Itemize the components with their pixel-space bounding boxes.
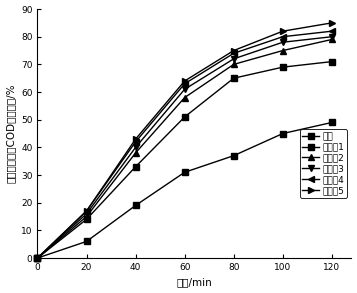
实施例1 — [182, 115, 187, 119]
实施例5 — [281, 29, 285, 33]
二维 — [232, 154, 236, 157]
实施例2 — [281, 49, 285, 52]
实施例1 — [330, 60, 334, 63]
二维 — [134, 204, 138, 207]
实施例3 — [134, 146, 138, 149]
实施例5 — [35, 256, 40, 260]
实施例2 — [182, 96, 187, 99]
二维 — [35, 256, 40, 260]
Line: 实施例3: 实施例3 — [35, 34, 335, 261]
实施例3 — [330, 35, 334, 38]
实施例1 — [84, 217, 89, 221]
实施例5 — [232, 49, 236, 52]
实施例4 — [182, 82, 187, 86]
实施例3 — [84, 212, 89, 216]
Legend: 二维, 实施例1, 实施例2, 实施例3, 实施例4, 实施例5: 二维, 实施例1, 实施例2, 实施例3, 实施例4, 实施例5 — [300, 129, 347, 198]
二维 — [330, 121, 334, 124]
实施例3 — [232, 57, 236, 61]
实施例2 — [330, 38, 334, 41]
实施例4 — [232, 52, 236, 55]
二维 — [281, 132, 285, 135]
实施例1 — [232, 76, 236, 80]
实施例2 — [232, 63, 236, 66]
实施例5 — [134, 137, 138, 141]
Line: 实施例1: 实施例1 — [35, 59, 335, 261]
实施例2 — [84, 215, 89, 218]
实施例5 — [330, 21, 334, 25]
实施例4 — [84, 209, 89, 213]
实施例5 — [84, 209, 89, 213]
实施例5 — [182, 79, 187, 83]
实施例3 — [281, 40, 285, 44]
实施例4 — [330, 29, 334, 33]
实施例3 — [35, 256, 40, 260]
Line: 实施例4: 实施例4 — [35, 28, 335, 261]
X-axis label: 时间/min: 时间/min — [177, 277, 212, 287]
Line: 实施例5: 实施例5 — [35, 20, 335, 261]
实施例4 — [281, 35, 285, 38]
实施例4 — [35, 256, 40, 260]
Y-axis label: 化学需氧量（COD）去除率/%: 化学需氧量（COD）去除率/% — [6, 84, 16, 183]
二维 — [182, 171, 187, 174]
Line: 实施例2: 实施例2 — [35, 37, 335, 261]
实施例3 — [182, 88, 187, 91]
实施例4 — [134, 140, 138, 144]
二维 — [84, 240, 89, 243]
实施例2 — [35, 256, 40, 260]
Line: 二维: 二维 — [35, 120, 335, 261]
实施例1 — [134, 165, 138, 168]
实施例1 — [281, 65, 285, 69]
实施例2 — [134, 151, 138, 155]
实施例1 — [35, 256, 40, 260]
